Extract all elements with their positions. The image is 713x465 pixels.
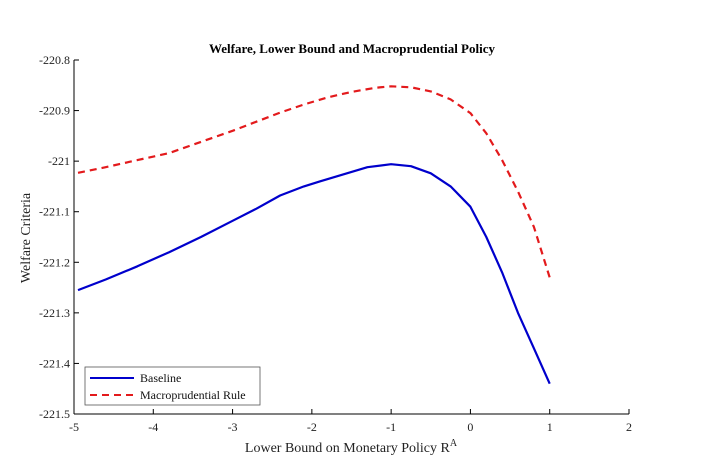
legend-box xyxy=(84,366,261,406)
x-tick-label: 1 xyxy=(547,420,553,434)
y-tick-label: -220.8 xyxy=(39,53,70,67)
x-axis-label: Lower Bound on Monetary Policy RA xyxy=(245,438,458,456)
x-axis-label-text: Lower Bound on Monetary Policy R xyxy=(245,441,451,456)
legend-label-baseline: Baseline xyxy=(140,371,181,385)
y-tick-label: -221 xyxy=(48,154,70,168)
x-tick-label: -5 xyxy=(69,420,79,434)
x-tick-label: 0 xyxy=(467,420,473,434)
x-tick-label: -1 xyxy=(386,420,396,434)
y-tick-label: -221.1 xyxy=(39,205,70,219)
y-tick-label: -220.9 xyxy=(39,104,70,118)
y-axis-label: Welfare Criteria xyxy=(19,192,34,283)
axes: -5 -4 -3 -2 -1 0 1 2 -220.8 -220.9 -221 -221.1 -221.… xyxy=(39,53,632,434)
series-layer xyxy=(77,85,551,385)
chart-title: Welfare, Lower Bound and Macroprudential… xyxy=(209,41,496,56)
x-tick-label: -2 xyxy=(307,420,317,434)
y-tick-label: -221.2 xyxy=(39,255,70,269)
y-tick-label: -221.5 xyxy=(39,407,70,421)
x-tick-label: -4 xyxy=(148,420,158,434)
legend-label-macroprudential: Macroprudential Rule xyxy=(140,388,246,402)
series-line-baseline xyxy=(77,163,551,385)
series-line-macroprudential-rule xyxy=(77,85,551,278)
legend: Baseline Macroprudential Rule xyxy=(84,366,261,406)
y-tick-label: -221.3 xyxy=(39,306,70,320)
x-axis-label-superscript: A xyxy=(450,438,458,449)
y-tick-label: -221.4 xyxy=(39,356,70,370)
x-tick-label: -3 xyxy=(228,420,238,434)
x-tick-label: 2 xyxy=(626,420,632,434)
